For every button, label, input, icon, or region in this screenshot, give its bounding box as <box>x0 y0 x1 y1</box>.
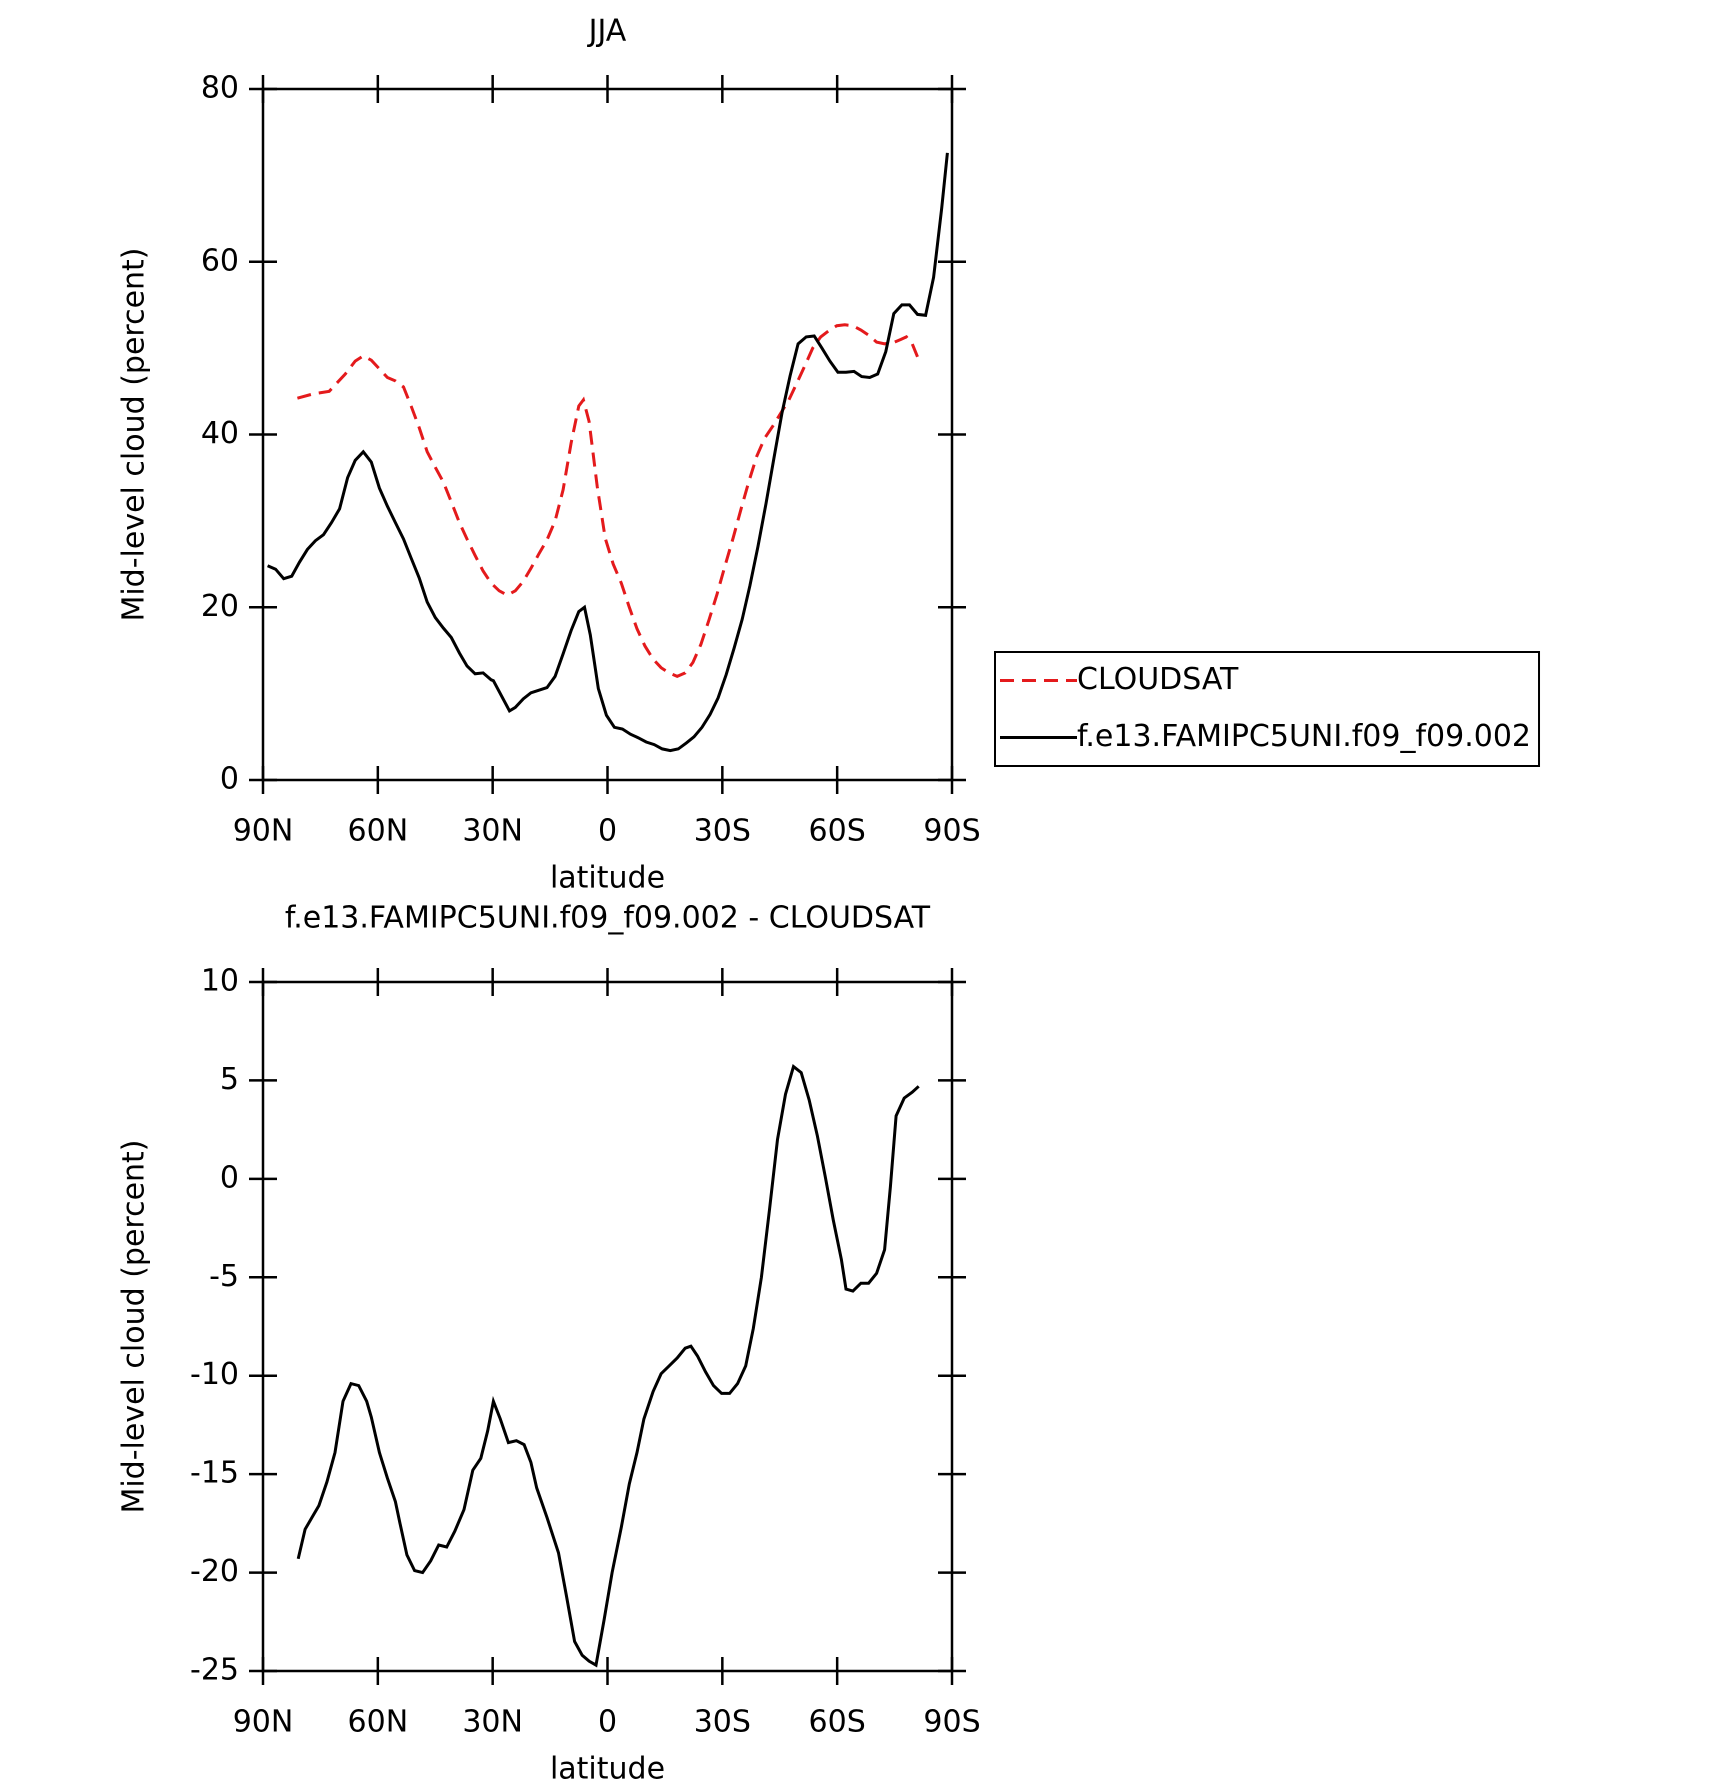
y-axis-label: Mid-level cloud (percent) <box>117 247 152 621</box>
x-tick-label: 60S <box>809 1705 866 1740</box>
chart-title: JJA <box>587 14 627 49</box>
x-tick-label: 30N <box>462 1705 523 1740</box>
x-tick-label: 90N <box>233 1705 294 1740</box>
x-tick-label: 90S <box>923 1705 980 1740</box>
legend-label: CLOUDSAT <box>1077 662 1239 697</box>
data-line <box>267 152 949 753</box>
y-tick-label: -25 <box>190 1653 239 1688</box>
x-tick-label: 30N <box>462 814 523 849</box>
y-tick-label: 0 <box>220 1160 239 1195</box>
x-tick-label: 90N <box>233 814 294 849</box>
data-line <box>297 323 919 679</box>
y-axis-label: Mid-level cloud (percent) <box>117 1139 152 1513</box>
y-tick-label: -5 <box>209 1259 239 1294</box>
x-tick-label: 30S <box>694 814 751 849</box>
y-tick-label: 20 <box>201 589 239 624</box>
y-tick-label: 80 <box>201 71 239 106</box>
legend-box <box>994 651 1541 767</box>
x-axis-label: latitude <box>550 1752 665 1787</box>
x-tick-label: 0 <box>598 1705 617 1740</box>
y-tick-label: 0 <box>220 762 239 797</box>
y-tick-label: 5 <box>220 1062 239 1097</box>
legend-label: f.e13.FAMIPC5UNI.f09_f09.002 <box>1077 719 1531 754</box>
x-tick-label: 60N <box>348 1705 409 1740</box>
data-line <box>296 1064 920 1668</box>
plot-frame <box>261 87 954 782</box>
y-tick-label: -10 <box>190 1357 239 1392</box>
y-tick-label: 60 <box>201 243 239 278</box>
x-tick-label: 60N <box>348 814 409 849</box>
chart-title: f.e13.FAMIPC5UNI.f09_f09.002 - CLOUDSAT <box>285 901 931 936</box>
x-tick-label: 90S <box>923 814 980 849</box>
y-tick-label: -15 <box>190 1456 239 1491</box>
y-tick-label: 10 <box>201 964 239 999</box>
x-tick-label: 60S <box>809 814 866 849</box>
plot-frame <box>261 980 954 1673</box>
x-tick-label: 0 <box>598 814 617 849</box>
y-tick-label: 40 <box>201 416 239 451</box>
x-axis-label: latitude <box>550 861 665 896</box>
x-tick-label: 30S <box>694 1705 751 1740</box>
y-tick-label: -20 <box>190 1554 239 1589</box>
